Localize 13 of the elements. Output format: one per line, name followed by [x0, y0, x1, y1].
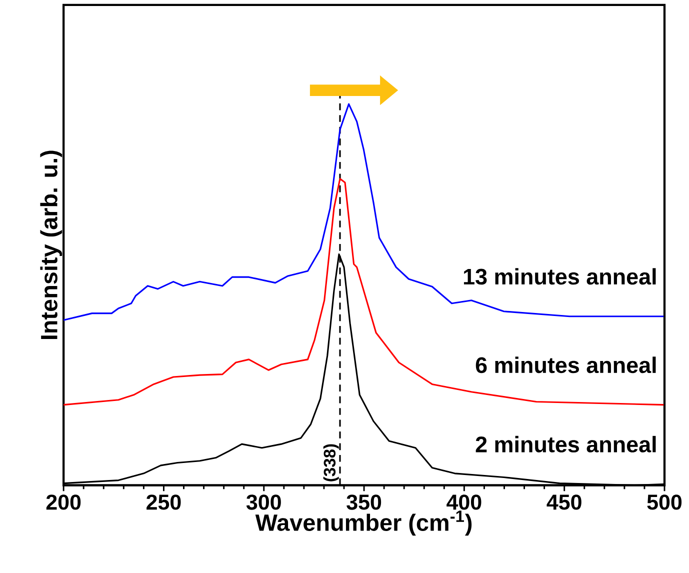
x-tick-label: 350	[346, 494, 382, 510]
y-axis-title: Intensity (arb. u.)	[40, 150, 62, 339]
x-axis-title: Wavenumber (cm$^{-1}$)	[255, 510, 472, 536]
x-tick-label: 500	[647, 494, 682, 510]
x-tick-label: 400	[446, 494, 482, 510]
series-label: 6 minutes anneal	[476, 356, 656, 373]
x-tick-label: 200	[46, 494, 81, 510]
series-label: 13 minutes anneal	[464, 268, 656, 284]
x-tick-label: 300	[246, 494, 281, 510]
series-label: 2 minutes anneal	[476, 436, 656, 452]
x-tick-label: 450	[546, 494, 582, 510]
ref-line-label: (338)	[323, 444, 339, 482]
x-tick-label: 250	[146, 494, 181, 510]
